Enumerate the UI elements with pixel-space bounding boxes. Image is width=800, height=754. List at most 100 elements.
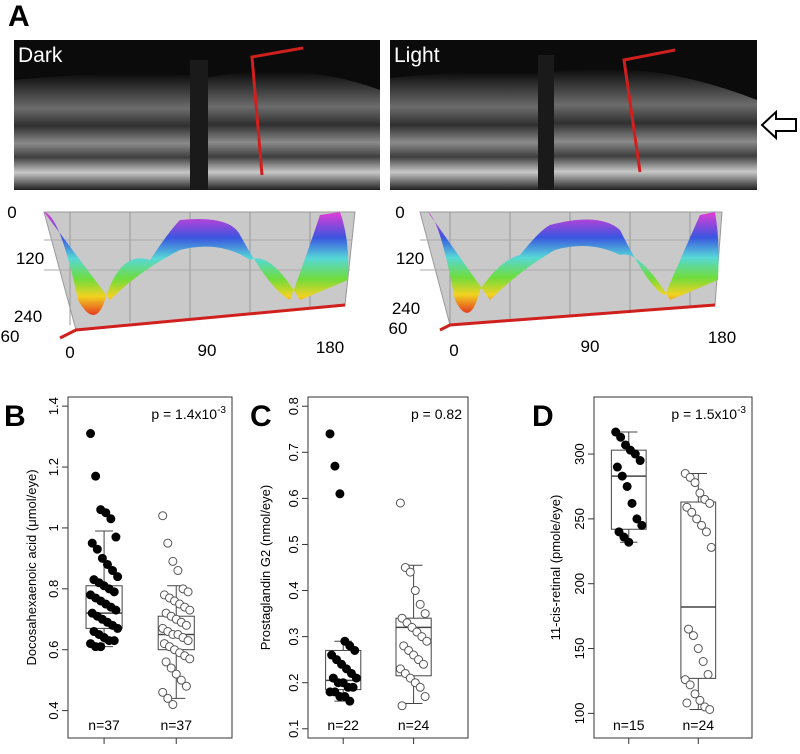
data-point	[86, 429, 96, 439]
data-point	[183, 587, 193, 597]
data-point	[697, 520, 707, 530]
data-point	[163, 538, 173, 548]
data-point	[96, 642, 106, 652]
panel-label: B	[4, 400, 26, 433]
data-point	[705, 498, 715, 508]
data-point	[109, 636, 119, 646]
data-point	[395, 498, 405, 508]
x-tick-label: 90	[581, 337, 600, 356]
data-point	[185, 654, 195, 664]
z-tick-label: 0	[395, 203, 404, 222]
data-point	[405, 567, 415, 577]
n-label: n=37	[160, 717, 192, 733]
y-tick-label: 0.6	[286, 489, 301, 507]
z-tick-label: 120	[16, 249, 44, 268]
y-tick-label: 0.5	[286, 535, 301, 553]
n-label: n=37	[88, 717, 120, 733]
data-point	[330, 461, 340, 471]
y-tick-label: 250	[572, 508, 587, 530]
y-tick-label: 0.4	[286, 582, 301, 600]
x-tick-label: 180	[316, 338, 344, 357]
y-axis-label: Docosahexaenoic acid (μmol/eye)	[24, 469, 39, 665]
data-point	[158, 687, 168, 697]
depth-tick-label: 60	[389, 319, 408, 338]
data-point	[92, 544, 102, 554]
annotation-text: p = 1.4x10	[151, 406, 217, 422]
data-point	[111, 605, 121, 615]
data-point	[617, 471, 627, 481]
data-point	[168, 556, 178, 566]
y-tick-label: 150	[572, 638, 587, 660]
annotation: p = 1.4x10-3	[151, 405, 226, 422]
data-point	[684, 624, 694, 634]
data-point	[113, 623, 123, 633]
data-point	[91, 471, 101, 481]
y-tick-label: 0.4	[46, 702, 61, 720]
plot-frame	[67, 396, 233, 739]
data-point	[102, 559, 112, 569]
y-tick-label: 200	[572, 573, 587, 595]
box	[680, 501, 717, 679]
y-tick-label: 0.7	[286, 443, 301, 461]
data-point	[166, 663, 176, 673]
annotation: p = 1.5x10-3	[671, 405, 746, 422]
data-point	[108, 566, 118, 576]
box	[325, 649, 362, 691]
data-point	[632, 514, 642, 524]
panel-label: A	[8, 0, 30, 33]
data-point	[176, 675, 186, 685]
data-point	[630, 449, 640, 459]
data-point	[627, 498, 637, 508]
y-tick-label: 0.2	[286, 674, 301, 692]
data-point	[113, 572, 123, 582]
data-point	[345, 696, 355, 706]
data-point	[420, 692, 430, 702]
data-point	[415, 682, 425, 692]
surface-plot	[419, 211, 723, 332]
x-tick-label: 90	[198, 341, 217, 360]
data-point	[637, 520, 647, 530]
data-point	[635, 456, 645, 466]
panel-label: D	[532, 400, 554, 433]
data-point	[422, 636, 432, 646]
data-point	[173, 566, 183, 576]
oct-image	[390, 40, 757, 190]
z-tick-label: 0	[7, 203, 16, 222]
depth-tick-label: 60	[1, 327, 20, 346]
n-label: n=24	[398, 717, 430, 733]
y-axis-label: Prostaglandin G2 (nmol/eye)	[258, 485, 273, 650]
n-label: n=22	[327, 717, 359, 733]
y-tick-label: 0.8	[46, 580, 61, 598]
data-point	[688, 631, 698, 641]
y-tick-label: 300	[572, 443, 587, 465]
data-point	[101, 508, 111, 518]
data-point	[325, 429, 335, 439]
panel-label: C	[250, 400, 272, 433]
data-point	[185, 605, 195, 615]
y-axis-label: 11-cis-retinal (pmole/eye)	[548, 495, 563, 641]
x-tick-label: 0	[65, 343, 74, 362]
data-point	[419, 659, 428, 669]
z-tick-label: 240	[392, 299, 420, 318]
data-point	[415, 599, 425, 609]
data-point	[616, 432, 626, 442]
data-point	[624, 537, 634, 547]
oct-image	[14, 40, 380, 190]
data-point	[87, 538, 97, 548]
data-point	[111, 532, 121, 542]
data-point	[695, 488, 705, 498]
data-point	[161, 657, 171, 667]
data-point	[692, 514, 702, 524]
y-tick-label: 100	[572, 703, 587, 725]
z-tick-label: 240	[14, 307, 42, 326]
data-point	[690, 478, 700, 488]
data-point	[701, 527, 711, 537]
data-point	[163, 693, 173, 703]
annotation-exponent: -3	[737, 405, 746, 416]
data-point	[705, 704, 715, 714]
y-tick-label: 0.8	[286, 397, 301, 415]
y-tick-label: 1	[46, 524, 61, 531]
n-label: n=24	[683, 717, 715, 733]
data-point	[181, 681, 191, 691]
